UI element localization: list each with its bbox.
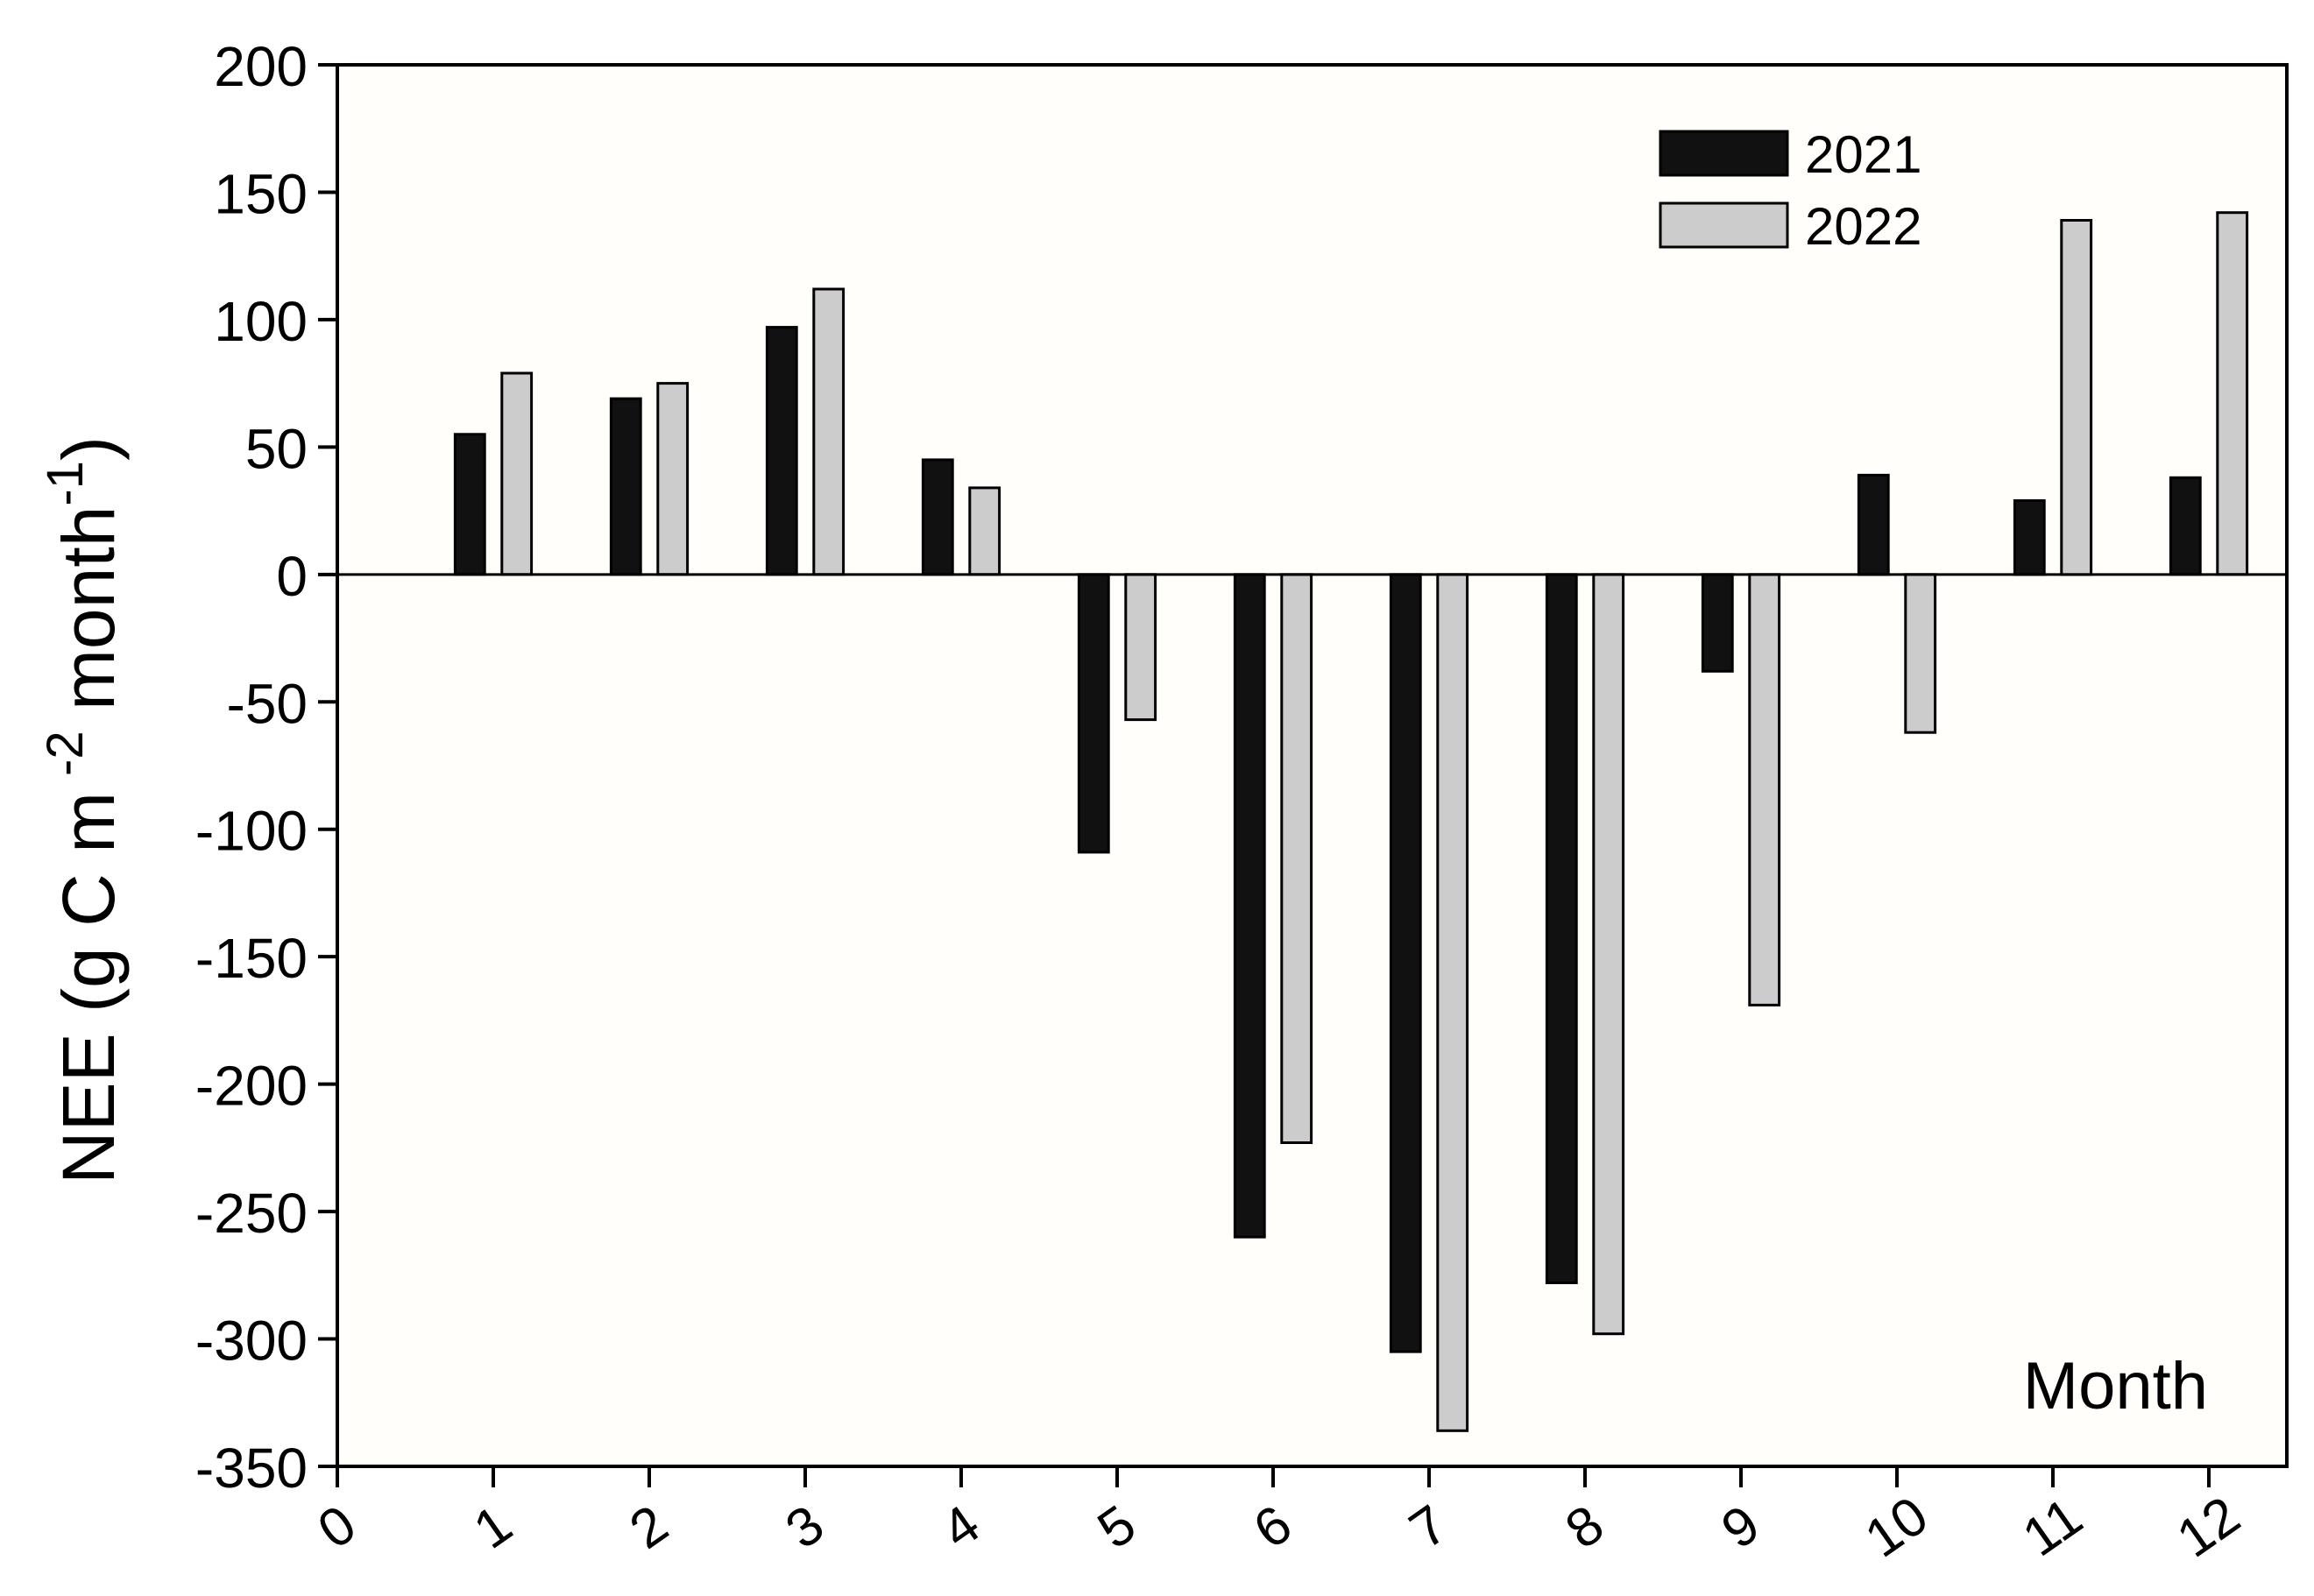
y-axis: -350 -300 -250 -200 -150 -100 -50 0 50 100 150 200 bbox=[195, 35, 337, 1500]
y-tick-label: -350 bbox=[195, 1437, 308, 1500]
legend-label-2021: 2021 bbox=[1805, 125, 1921, 184]
bar-2021-month-7 bbox=[1389, 573, 1422, 1353]
y-tick-label: 50 bbox=[245, 417, 308, 480]
y-axis-title-mid: month bbox=[47, 506, 130, 731]
y-tick-label: 150 bbox=[214, 162, 308, 225]
bar-2021-month-10 bbox=[1857, 473, 1890, 576]
y-tick-label: -300 bbox=[195, 1310, 308, 1373]
y-tick-label: -100 bbox=[195, 800, 308, 863]
bar-2021-month-11 bbox=[2013, 499, 2046, 576]
y-tick-label: -150 bbox=[195, 927, 308, 990]
bar-2022-month-12 bbox=[2216, 211, 2249, 576]
legend-label-2022: 2022 bbox=[1805, 197, 1921, 256]
y-tick-label: -50 bbox=[227, 672, 308, 735]
bar-2022-month-4 bbox=[968, 486, 1001, 576]
bar-2021-month-9 bbox=[1701, 573, 1734, 673]
y-axis-title-end: ) bbox=[47, 436, 130, 461]
bar-2022-month-7 bbox=[1436, 573, 1469, 1432]
bar-2022-month-8 bbox=[1592, 573, 1625, 1336]
legend: 2021 2022 bbox=[1659, 125, 1921, 256]
legend-swatch-2021 bbox=[1659, 130, 1789, 177]
y-tick-label: -200 bbox=[195, 1055, 308, 1118]
bar-2022-month-5 bbox=[1124, 573, 1157, 722]
bar-2022-month-10 bbox=[1904, 573, 1937, 734]
bar-2021-month-4 bbox=[921, 458, 954, 576]
bar-2022-month-9 bbox=[1748, 573, 1781, 1006]
y-tick-label: 200 bbox=[214, 35, 308, 98]
y-tick-label: 0 bbox=[276, 545, 308, 608]
bar-2021-month-1 bbox=[453, 433, 486, 576]
bar-2022-month-6 bbox=[1280, 573, 1313, 1144]
bar-2022-month-1 bbox=[500, 371, 534, 576]
y-axis-title-main: NEE (g C m bbox=[47, 792, 130, 1184]
bar-2021-month-6 bbox=[1233, 573, 1266, 1239]
y-axis-title-sup2: -1 bbox=[37, 461, 94, 506]
x-axis-title: Month bbox=[2023, 1349, 2208, 1423]
bar-2022-month-11 bbox=[2060, 219, 2093, 576]
y-tick-label: 100 bbox=[214, 290, 308, 353]
bar-2021-month-8 bbox=[1545, 573, 1578, 1284]
y-tick-label: -250 bbox=[195, 1182, 308, 1245]
bar-2021-month-12 bbox=[2169, 476, 2202, 576]
bar-2022-month-2 bbox=[656, 382, 690, 576]
bars-layer bbox=[453, 211, 2249, 1432]
bar-2022-month-3 bbox=[812, 287, 846, 576]
bar-2021-month-2 bbox=[609, 397, 642, 576]
bar-2021-month-5 bbox=[1077, 573, 1110, 854]
y-axis-title: NEE (g C m -2 month-1) bbox=[37, 436, 130, 1184]
y-axis-title-sup1: -2 bbox=[37, 731, 94, 776]
bar-2021-month-3 bbox=[765, 326, 798, 576]
legend-swatch-2022 bbox=[1659, 201, 1789, 249]
